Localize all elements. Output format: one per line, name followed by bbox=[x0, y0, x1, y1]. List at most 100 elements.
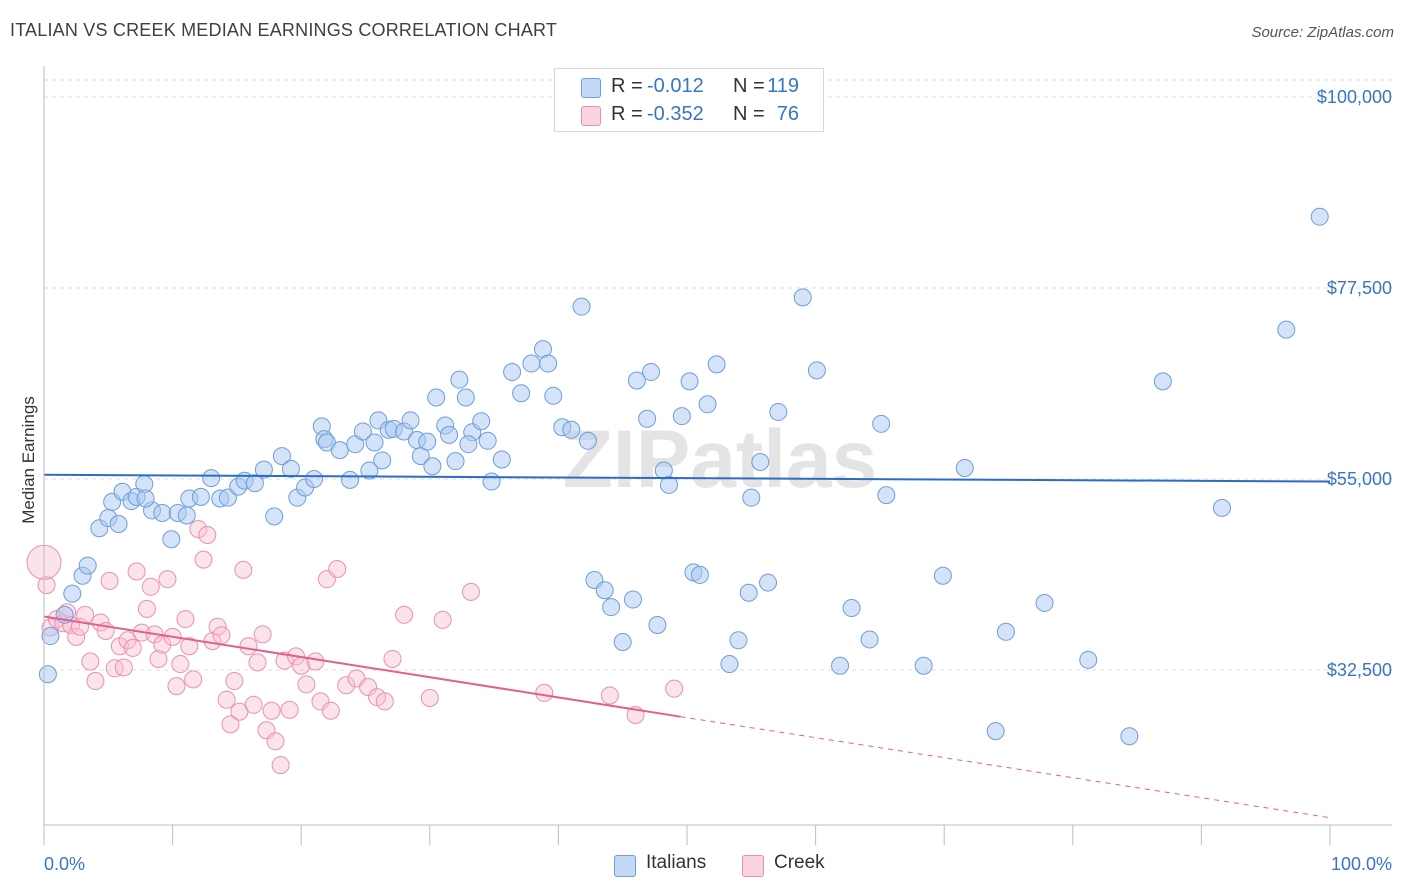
italians-swatch bbox=[614, 855, 636, 877]
italians-point bbox=[659, 475, 678, 494]
italians-point bbox=[680, 372, 699, 391]
creek-point bbox=[198, 526, 217, 545]
italians-point bbox=[698, 395, 717, 414]
italians-point bbox=[627, 371, 646, 390]
italians-point bbox=[365, 433, 384, 452]
italians-point bbox=[1120, 727, 1139, 746]
legend-n-value: 76 bbox=[776, 103, 799, 125]
creek-point bbox=[665, 679, 684, 698]
italians-point bbox=[1212, 498, 1231, 517]
italians-point bbox=[401, 411, 420, 430]
creek-point bbox=[328, 559, 347, 578]
creek-point bbox=[221, 715, 240, 734]
italians-point bbox=[739, 583, 758, 602]
creek-point bbox=[67, 627, 86, 646]
italians-point bbox=[446, 452, 465, 471]
chart-title: ITALIAN VS CREEK MEDIAN EARNINGS CORRELA… bbox=[10, 20, 558, 40]
y-tick-label: $100,000 bbox=[1317, 87, 1392, 107]
italians-point bbox=[1079, 650, 1098, 669]
italians-point bbox=[807, 361, 826, 380]
creek-points bbox=[26, 520, 684, 775]
creek-point bbox=[337, 676, 356, 695]
italians-point bbox=[742, 488, 761, 507]
italians-point bbox=[254, 460, 273, 479]
italians-point bbox=[729, 631, 748, 650]
italians-point bbox=[153, 503, 172, 522]
creek-point bbox=[306, 652, 325, 671]
creek-trend-extension bbox=[680, 716, 1331, 819]
x-tick-min: 0.0% bbox=[44, 854, 85, 874]
grid-layer: $32,500 $55,000 $77,500 $100,000 bbox=[44, 79, 1392, 680]
italians-point bbox=[492, 450, 511, 469]
italians-point bbox=[544, 386, 563, 405]
italians-point bbox=[769, 402, 788, 421]
legend-r-value: -0.352 bbox=[647, 103, 704, 125]
watermark: ZIPatlas bbox=[563, 414, 877, 505]
italians-trend-line bbox=[43, 473, 1331, 483]
italians-point bbox=[503, 363, 522, 382]
italians-point bbox=[1153, 372, 1172, 391]
creek-point bbox=[137, 599, 156, 618]
italians-point bbox=[305, 470, 324, 488]
italians-point bbox=[672, 407, 691, 426]
italians-point bbox=[996, 622, 1015, 641]
creek-point bbox=[383, 649, 402, 668]
y-tick-label: $32,500 bbox=[1327, 660, 1392, 680]
italians-point bbox=[456, 388, 475, 407]
italians-point bbox=[360, 461, 379, 480]
creek-point bbox=[535, 683, 554, 702]
creek-point bbox=[271, 756, 290, 775]
italians-point bbox=[872, 414, 891, 433]
creek-point bbox=[359, 677, 378, 696]
creek-point bbox=[262, 701, 281, 720]
creek-point bbox=[194, 550, 213, 569]
x-tick-max: 100.0% bbox=[1331, 854, 1392, 874]
legend-n-value: 119 bbox=[767, 75, 799, 97]
axes-layer bbox=[43, 66, 1392, 845]
italians-point bbox=[427, 388, 446, 407]
italians-point bbox=[860, 630, 879, 649]
italians-point bbox=[330, 441, 349, 460]
creek-point bbox=[275, 651, 294, 670]
creek-point bbox=[297, 675, 316, 694]
creek-point bbox=[176, 610, 195, 629]
italians-point bbox=[281, 459, 300, 478]
italians-swatch bbox=[581, 78, 601, 98]
creek-point bbox=[248, 653, 267, 672]
italians-point bbox=[177, 506, 196, 525]
creek-point bbox=[123, 638, 142, 657]
italians-point bbox=[38, 665, 57, 684]
legend-r-value: -0.012 bbox=[647, 75, 704, 97]
italians-point bbox=[218, 488, 237, 507]
italians-point bbox=[109, 514, 128, 533]
italians-point bbox=[986, 722, 1005, 741]
creek-point bbox=[180, 637, 199, 656]
creek-point bbox=[114, 658, 133, 677]
creek-point bbox=[244, 695, 263, 714]
legend-row-creek: R = -0.352 N = 76 bbox=[555, 101, 823, 129]
legend-n-label: N = bbox=[733, 103, 765, 125]
y-tick-label: $77,500 bbox=[1327, 278, 1392, 298]
italians-point bbox=[539, 354, 558, 373]
creek-point bbox=[395, 605, 414, 624]
italians-point bbox=[648, 616, 667, 635]
legend-row-italians: R = -0.012 N = 119 bbox=[555, 73, 823, 101]
italians-point bbox=[482, 472, 501, 491]
italians-point bbox=[41, 627, 60, 646]
italians-point bbox=[191, 487, 210, 506]
creek-point bbox=[76, 605, 95, 624]
italians-point bbox=[793, 288, 812, 307]
italians-point bbox=[522, 354, 541, 373]
creek-point bbox=[167, 677, 186, 696]
creek-point bbox=[149, 649, 168, 668]
creek-swatch bbox=[742, 855, 764, 877]
creek-point bbox=[158, 570, 177, 589]
italians-point bbox=[450, 370, 469, 389]
creek-point bbox=[321, 701, 340, 720]
creek-point bbox=[461, 582, 480, 601]
italians-point bbox=[877, 486, 896, 505]
italians-point bbox=[1277, 320, 1296, 339]
italians-point bbox=[63, 584, 82, 603]
italians-point bbox=[842, 599, 861, 618]
